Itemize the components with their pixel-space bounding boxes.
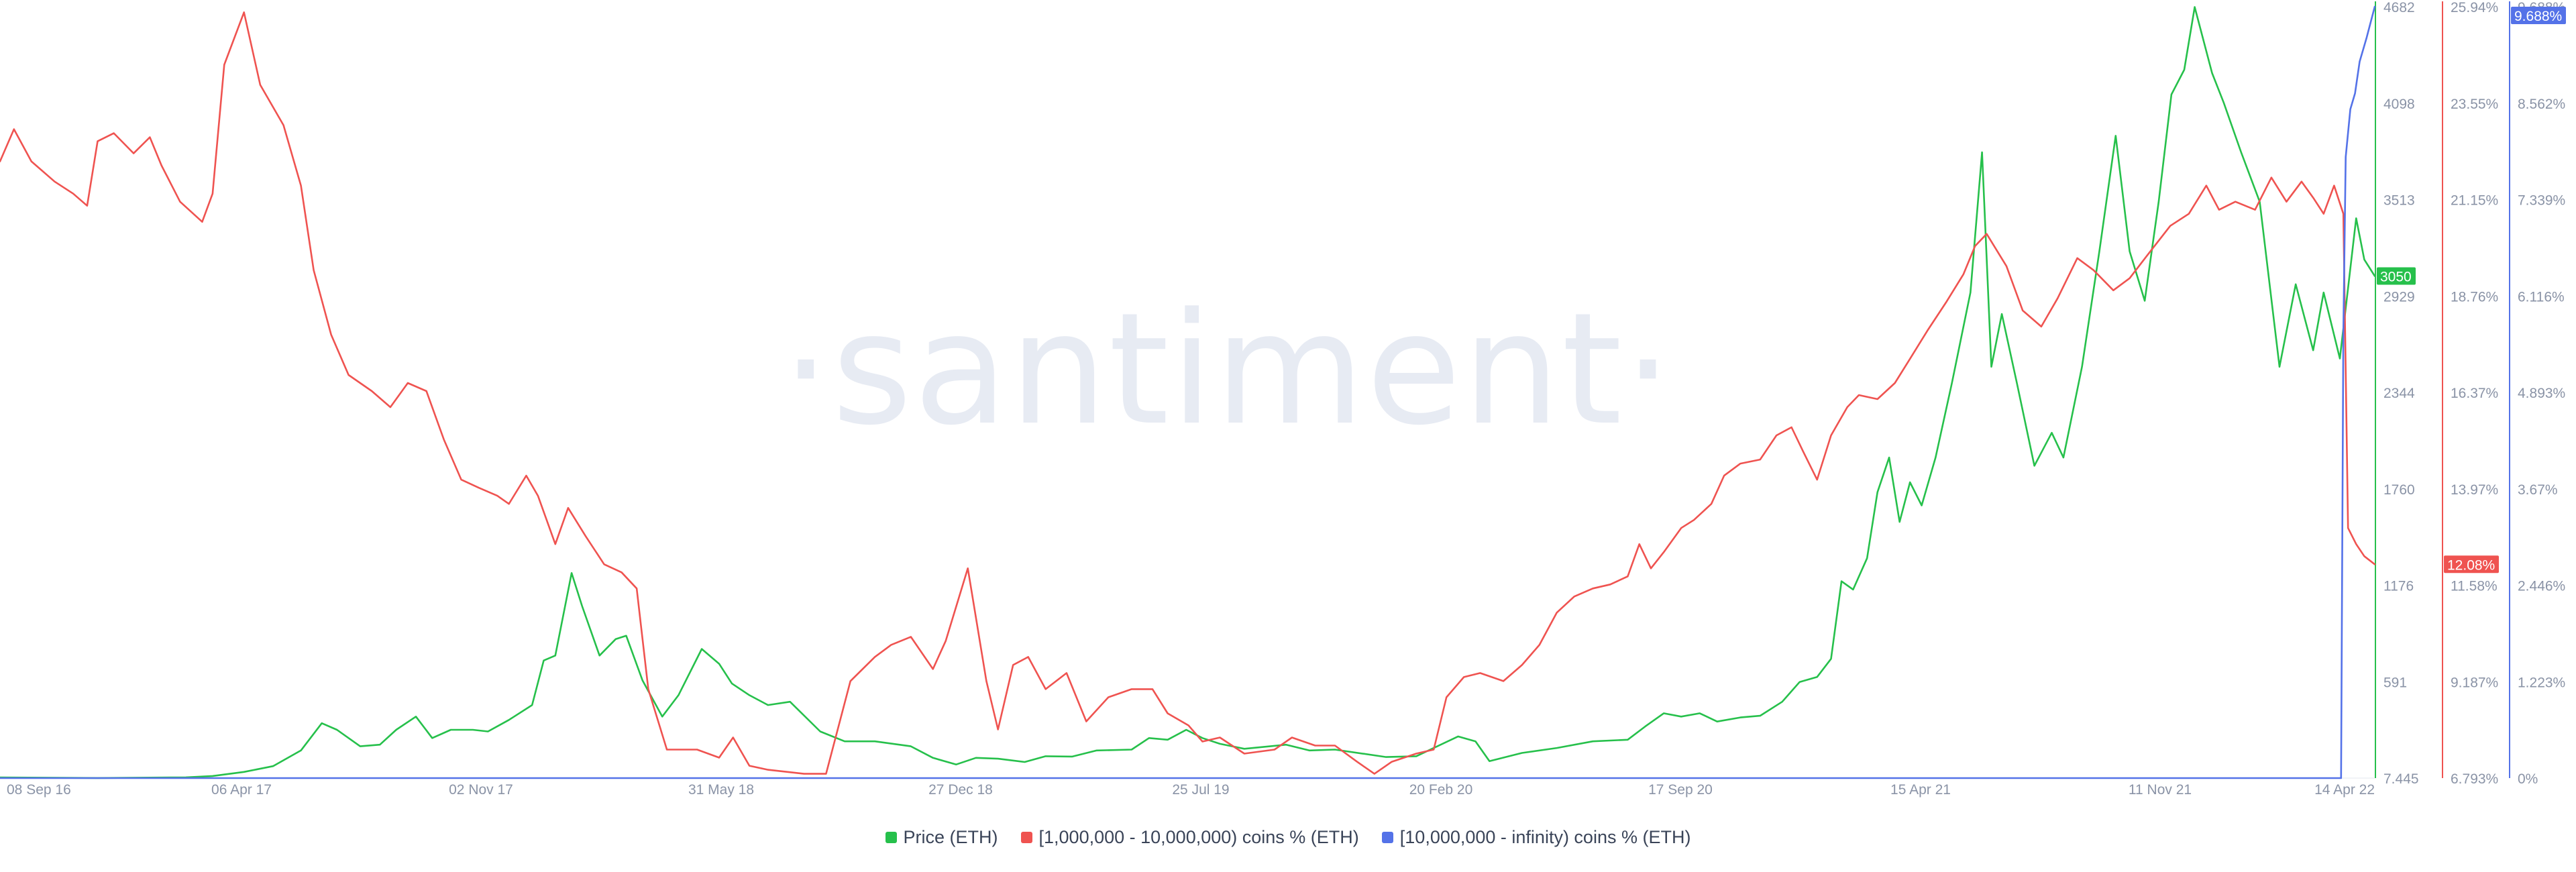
x-tick-label: 27 Dec 18 — [928, 782, 993, 798]
y-tick-label-band_1m_10m: 18.76% — [2451, 289, 2498, 305]
y-tick-label-price: 1176 — [2383, 579, 2414, 594]
y-tick-label-band_1m_10m: 25.94% — [2451, 0, 2498, 15]
legend-label-band-10m-inf: [10,000,000 - infinity) coins % (ETH) — [1399, 826, 1691, 847]
current-value-text-band_10m_inf: 9.688% — [2514, 9, 2562, 24]
current-value-badge-band_10m_inf — [2511, 7, 2566, 24]
x-tick-label: 15 Apr 21 — [1890, 782, 1951, 798]
x-tick-label: 17 Sep 20 — [1648, 782, 1713, 798]
y-tick-label-band_10m_inf: 0% — [2518, 771, 2538, 787]
santiment-watermark: ·santiment· — [782, 280, 1674, 459]
y-tick-label-band_10m_inf: 2.446% — [2518, 579, 2565, 594]
x-tick-label: 20 Feb 20 — [1409, 782, 1473, 798]
legend-item-band-1m-10m[interactable]: [1,000,000 - 10,000,000) coins % (ETH) — [1020, 826, 1359, 848]
series-line-band-1m-10m[interactable] — [0, 11, 2376, 775]
y-tick-label-price: 4682 — [2383, 0, 2415, 15]
legend-swatch-price — [885, 831, 897, 843]
x-tick-label: 02 Nov 17 — [449, 782, 513, 798]
y-tick-label-band_10m_inf: 6.116% — [2518, 289, 2565, 305]
legend-swatch-band-1m-10m — [1020, 831, 1032, 843]
legend-label-band-1m-10m: [1,000,000 - 10,000,000) coins % (ETH) — [1038, 826, 1359, 847]
current-value-text-price: 3050 — [2380, 269, 2412, 284]
current-value-text-band_1m_10m: 12.08% — [2447, 557, 2495, 573]
x-tick-label: 25 Jul 19 — [1172, 782, 1229, 798]
x-tick-label: 14 Apr 22 — [2314, 782, 2375, 798]
y-tick-label-band_1m_10m: 11.58% — [2451, 579, 2498, 594]
current-value-badge-price — [2377, 267, 2416, 285]
y-tick-label-band_10m_inf: 8.562% — [2518, 97, 2565, 112]
y-tick-label-price: 3513 — [2383, 193, 2415, 209]
y-tick-label-price: 7.445 — [2383, 771, 2419, 787]
legend-item-price[interactable]: Price (ETH) — [885, 827, 998, 848]
y-tick-label-price: 2344 — [2383, 386, 2415, 401]
y-tick-label-price: 4098 — [2383, 97, 2415, 112]
y-tick-label-band_1m_10m: 9.187% — [2451, 675, 2498, 690]
y-tick-label-band_1m_10m: 6.793% — [2451, 771, 2498, 787]
x-tick-label: 11 Nov 21 — [2129, 782, 2192, 798]
x-tick-label: 06 Apr 17 — [211, 782, 272, 798]
series-line-price[interactable] — [0, 6, 2376, 779]
x-tick-label: 08 Sep 16 — [7, 782, 71, 798]
y-tick-label-band_10m_inf: 4.893% — [2518, 386, 2565, 401]
y-tick-label-band_10m_inf: 7.339% — [2518, 193, 2565, 209]
y-tick-label-price: 2929 — [2383, 289, 2415, 305]
x-tick-label: 31 May 18 — [688, 782, 754, 798]
y-tick-label-band_1m_10m: 21.15% — [2451, 193, 2498, 209]
series-line-band-10m-inf[interactable] — [0, 5, 2376, 779]
y-tick-label-band_1m_10m: 23.55% — [2451, 97, 2498, 112]
y-tick-label-price: 591 — [2383, 675, 2407, 690]
y-tick-label-band_10m_inf: 1.223% — [2518, 675, 2565, 690]
y-tick-label-band_1m_10m: 16.37% — [2451, 386, 2498, 401]
y-tick-label-price: 1760 — [2383, 482, 2415, 498]
y-tick-label-band_10m_inf: 3.67% — [2518, 482, 2558, 498]
legend-label-price: Price (ETH) — [903, 826, 998, 847]
current-value-badge-band_1m_10m — [2444, 555, 2499, 574]
legend-item-band-10m-inf[interactable]: [10,000,000 - infinity) coins % (ETH) — [1381, 826, 1691, 848]
y-tick-label-band_1m_10m: 13.97% — [2451, 482, 2498, 498]
legend-swatch-band-10m-inf — [1381, 831, 1393, 843]
chart-legend: Price (ETH) [1,000,000 - 10,000,000) coi… — [0, 824, 2576, 851]
